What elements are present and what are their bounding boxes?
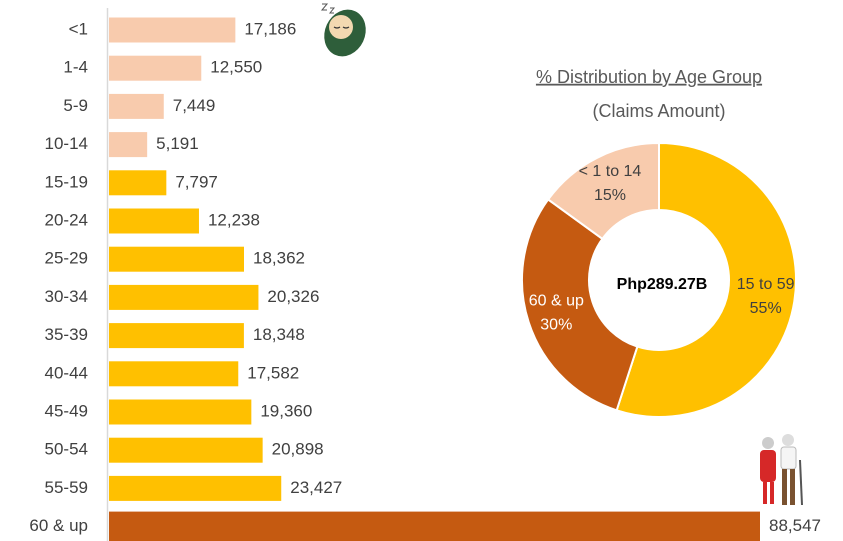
slice-value: 15%	[594, 187, 626, 204]
bar	[109, 17, 236, 43]
category-label: 40-44	[45, 363, 88, 382]
bar	[109, 361, 239, 387]
bar	[109, 170, 167, 196]
category-label: 25-29	[45, 249, 88, 268]
bar	[109, 208, 199, 234]
baby-icon	[320, 3, 366, 57]
category-label: 60 & up	[29, 516, 88, 535]
bar	[109, 437, 263, 463]
slice-category: 15 to 59	[737, 276, 795, 293]
category-label: 55-59	[45, 478, 88, 497]
category-label: 5-9	[63, 96, 88, 115]
donut-slice	[546, 141, 660, 241]
category-label: <1	[69, 19, 88, 38]
value-label: 20,898	[272, 440, 324, 459]
value-label: 7,797	[175, 172, 218, 191]
category-label: 45-49	[45, 401, 88, 420]
category-label: 50-54	[45, 440, 88, 459]
value-label: 12,238	[208, 210, 260, 229]
bar	[109, 284, 259, 310]
pie-subtitle: (Claims Amount)	[592, 101, 725, 121]
pie-title: % Distribution by Age Group	[536, 67, 762, 87]
value-label: 7,449	[173, 96, 216, 115]
donut-slice	[521, 198, 639, 412]
bar	[109, 475, 282, 501]
value-label: 20,326	[267, 287, 319, 306]
slice-value: 55%	[750, 300, 782, 317]
bar	[109, 132, 148, 158]
value-label: 19,360	[260, 401, 312, 420]
value-label: 17,186	[244, 19, 296, 38]
category-label: 20-24	[45, 210, 88, 229]
bar	[109, 511, 760, 541]
value-label: 23,427	[290, 478, 342, 497]
category-label: 1-4	[63, 58, 88, 77]
bar	[109, 399, 252, 425]
category-label: 10-14	[45, 134, 88, 153]
bar	[109, 323, 244, 349]
value-label: 12,550	[210, 58, 262, 77]
donut-slice	[615, 141, 797, 418]
bar	[109, 246, 244, 272]
bar	[109, 93, 164, 119]
category-label: 35-39	[45, 325, 88, 344]
value-label: 18,348	[253, 325, 305, 344]
slice-value: 30%	[540, 317, 572, 334]
slice-category: < 1 to 14	[579, 163, 642, 180]
elderly-icon	[760, 434, 803, 506]
value-label: 17,582	[247, 363, 299, 382]
category-label: 15-19	[45, 172, 88, 191]
slice-category: 60 & up	[529, 293, 584, 310]
category-label: 30-34	[45, 287, 88, 306]
value-label: 88,547	[769, 516, 821, 535]
center-label: Php289.27B	[617, 276, 708, 293]
value-label: 18,362	[253, 249, 305, 268]
value-label: 5,191	[156, 134, 199, 153]
bar	[109, 55, 202, 81]
